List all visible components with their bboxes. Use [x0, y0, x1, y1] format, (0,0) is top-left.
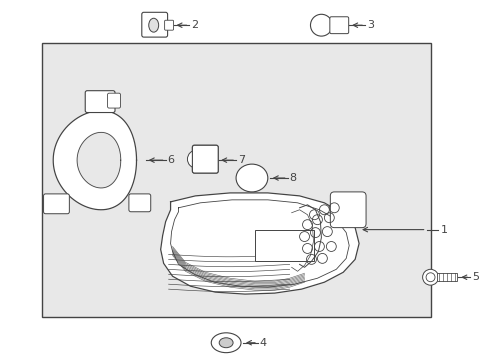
Text: 4: 4 [259, 338, 266, 348]
Ellipse shape [211, 333, 241, 353]
Polygon shape [161, 193, 358, 294]
FancyBboxPatch shape [164, 20, 173, 30]
Ellipse shape [148, 18, 158, 32]
Text: 8: 8 [289, 173, 296, 183]
Text: 2: 2 [191, 20, 198, 30]
Ellipse shape [310, 14, 332, 36]
FancyBboxPatch shape [142, 12, 167, 37]
FancyBboxPatch shape [129, 194, 150, 212]
FancyBboxPatch shape [192, 145, 218, 173]
FancyBboxPatch shape [192, 145, 218, 173]
Text: 7: 7 [238, 155, 244, 165]
Text: 3: 3 [366, 20, 373, 30]
Polygon shape [53, 111, 136, 210]
Bar [41, 43, 429, 317]
Polygon shape [77, 132, 121, 188]
Ellipse shape [422, 269, 438, 285]
Text: 5: 5 [471, 272, 478, 282]
Text: 1: 1 [440, 225, 447, 235]
Bar [194, 148, 206, 172]
Ellipse shape [425, 273, 434, 282]
Ellipse shape [187, 150, 205, 168]
Text: 6: 6 [167, 155, 174, 165]
FancyBboxPatch shape [43, 194, 69, 214]
Ellipse shape [236, 164, 267, 192]
FancyBboxPatch shape [85, 91, 115, 113]
Bar [437, 273, 456, 281]
FancyBboxPatch shape [329, 17, 348, 33]
FancyBboxPatch shape [330, 192, 366, 228]
Ellipse shape [219, 338, 233, 348]
Bar [254, 230, 314, 261]
FancyBboxPatch shape [107, 93, 120, 108]
